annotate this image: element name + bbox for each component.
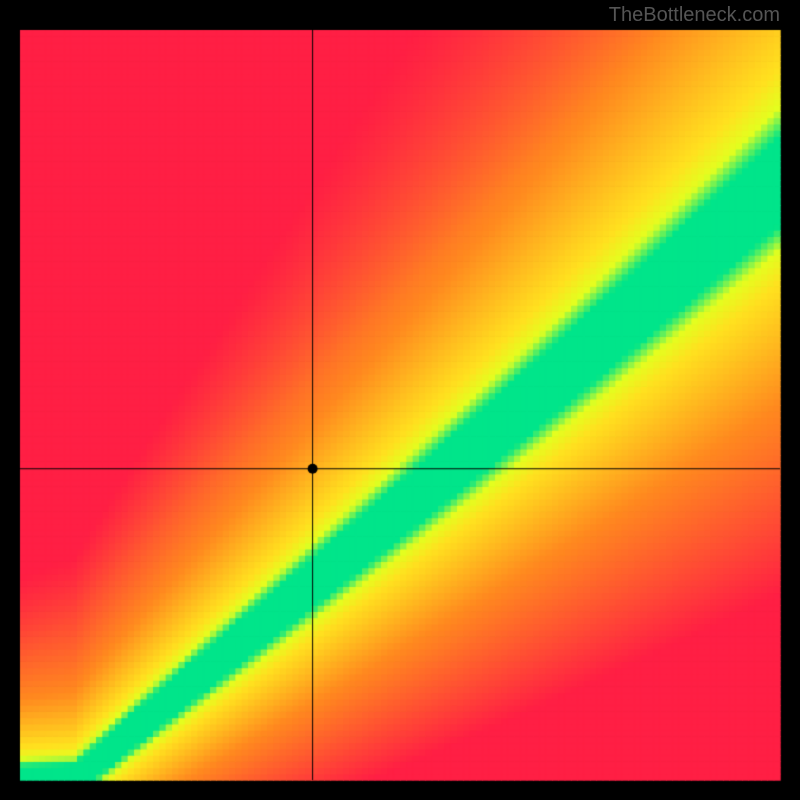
- bottleneck-heatmap: [0, 0, 800, 800]
- watermark-label: TheBottleneck.com: [609, 4, 780, 27]
